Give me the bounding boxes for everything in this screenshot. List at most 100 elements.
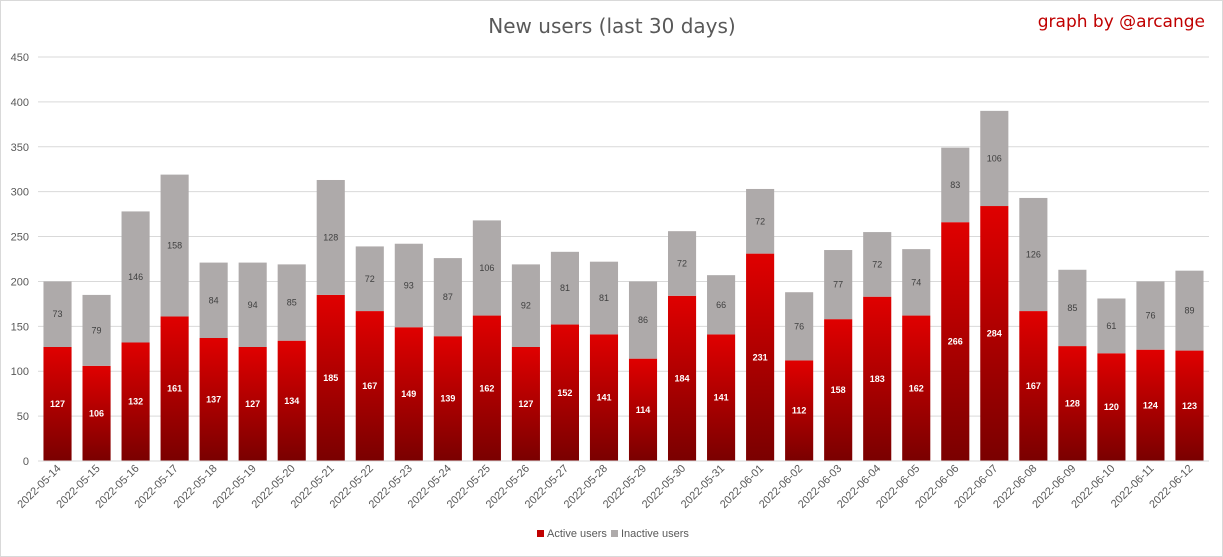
y-tick-label: 400 xyxy=(11,97,29,109)
legend: Active users Inactive users xyxy=(537,528,689,540)
bar-inactive xyxy=(394,243,423,328)
bar-active xyxy=(589,334,619,461)
y-tick-label: 150 xyxy=(11,321,29,333)
y-tick-label: 50 xyxy=(17,411,29,423)
gridlines xyxy=(38,56,1209,417)
legend-swatch xyxy=(537,530,544,537)
legend-label: Active users xyxy=(547,528,607,540)
data-label-active: 161 xyxy=(167,384,182,394)
bar-active xyxy=(82,365,111,461)
data-label-inactive: 72 xyxy=(365,274,375,284)
bar-active xyxy=(628,358,658,461)
bar-inactive xyxy=(1175,270,1204,351)
bar-inactive xyxy=(746,188,775,254)
bar-inactive xyxy=(277,264,306,341)
bar-inactive xyxy=(980,110,1009,207)
data-label-active: 158 xyxy=(831,385,846,395)
data-label-active: 128 xyxy=(1065,399,1080,409)
bar-active xyxy=(277,340,306,461)
bar-active xyxy=(902,315,931,461)
x-axis-ticks: 2022-05-142022-05-152022-05-162022-05-17… xyxy=(15,463,1195,511)
data-label-active: 132 xyxy=(128,397,143,407)
data-label-active: 162 xyxy=(909,383,924,393)
data-label-inactive: 86 xyxy=(638,315,648,325)
data-label-inactive: 72 xyxy=(872,259,882,269)
y-tick-label: 300 xyxy=(11,187,29,199)
data-label-inactive: 76 xyxy=(1145,311,1155,321)
y-tick-label: 250 xyxy=(11,232,29,244)
data-label-inactive: 81 xyxy=(560,283,570,293)
bar-active xyxy=(433,336,462,461)
bar-active xyxy=(824,319,853,461)
data-label-inactive: 84 xyxy=(209,295,219,305)
data-label-active: 127 xyxy=(518,399,533,409)
data-label-inactive: 106 xyxy=(479,263,494,273)
bar-inactive xyxy=(472,220,501,316)
data-label-inactive: 85 xyxy=(1067,303,1077,313)
bar-inactive xyxy=(433,258,462,337)
bar-active xyxy=(1175,350,1204,461)
data-label-active: 127 xyxy=(50,399,65,409)
bar-active xyxy=(472,315,501,461)
data-label-active: 183 xyxy=(870,374,885,384)
data-label-inactive: 93 xyxy=(404,280,414,290)
bar-active xyxy=(941,222,970,461)
legend-label: Inactive users xyxy=(621,528,689,540)
bar-inactive xyxy=(1136,281,1165,350)
data-label-inactive: 106 xyxy=(987,153,1002,163)
y-tick-label: 0 xyxy=(23,456,29,468)
data-label-inactive: 81 xyxy=(599,293,609,303)
data-label-active: 149 xyxy=(401,389,416,399)
y-tick-label: 200 xyxy=(11,276,29,288)
data-label-inactive: 92 xyxy=(521,301,531,311)
y-tick-label: 450 xyxy=(11,52,29,64)
data-label-active: 134 xyxy=(284,396,299,406)
bar-inactive xyxy=(824,250,853,320)
bar-inactive xyxy=(160,174,189,317)
bar-active xyxy=(121,342,150,461)
data-label-active: 137 xyxy=(206,395,221,405)
bar-inactive xyxy=(1019,197,1048,312)
data-label-active: 266 xyxy=(948,337,963,347)
bar-inactive xyxy=(863,232,892,297)
data-label-inactive: 128 xyxy=(323,232,338,242)
bar-active xyxy=(707,334,736,461)
bars: 127 73 106 79 132 146 161 158 137 84 127 94 134 85 185… xyxy=(43,110,1204,461)
data-label-active: 141 xyxy=(596,393,611,403)
chart-title: New users (last 30 days) xyxy=(488,14,735,38)
bar-inactive xyxy=(707,275,736,335)
bar-active xyxy=(550,324,580,461)
bar-active xyxy=(1019,311,1048,461)
bar-active xyxy=(355,311,384,461)
data-label-active: 124 xyxy=(1143,400,1158,410)
bar-inactive xyxy=(199,262,228,339)
data-label-active: 162 xyxy=(479,383,494,393)
data-label-active: 139 xyxy=(440,394,455,404)
bar-inactive xyxy=(1058,269,1087,347)
bar-inactive xyxy=(902,249,931,316)
data-label-active: 112 xyxy=(792,406,807,416)
bar-inactive xyxy=(121,211,150,343)
data-label-inactive: 85 xyxy=(287,298,297,308)
data-label-active: 120 xyxy=(1104,402,1119,412)
bar-inactive xyxy=(628,281,658,359)
data-label-inactive: 158 xyxy=(167,241,182,251)
data-label-inactive: 72 xyxy=(677,258,687,268)
data-label-inactive: 76 xyxy=(794,321,804,331)
bar-active xyxy=(785,360,814,461)
bar-active xyxy=(238,346,267,461)
bar-active xyxy=(746,253,775,461)
bar-active xyxy=(1058,346,1087,461)
data-label-active: 167 xyxy=(1026,381,1041,391)
bar-inactive xyxy=(667,231,697,296)
data-label-inactive: 89 xyxy=(1184,306,1194,316)
bar-inactive xyxy=(550,251,580,325)
bar-inactive xyxy=(82,294,111,366)
bar-active xyxy=(43,346,72,461)
data-label-inactive: 74 xyxy=(911,277,921,287)
data-label-active: 231 xyxy=(753,352,768,362)
data-label-inactive: 66 xyxy=(716,300,726,310)
bar-inactive xyxy=(1097,298,1126,354)
